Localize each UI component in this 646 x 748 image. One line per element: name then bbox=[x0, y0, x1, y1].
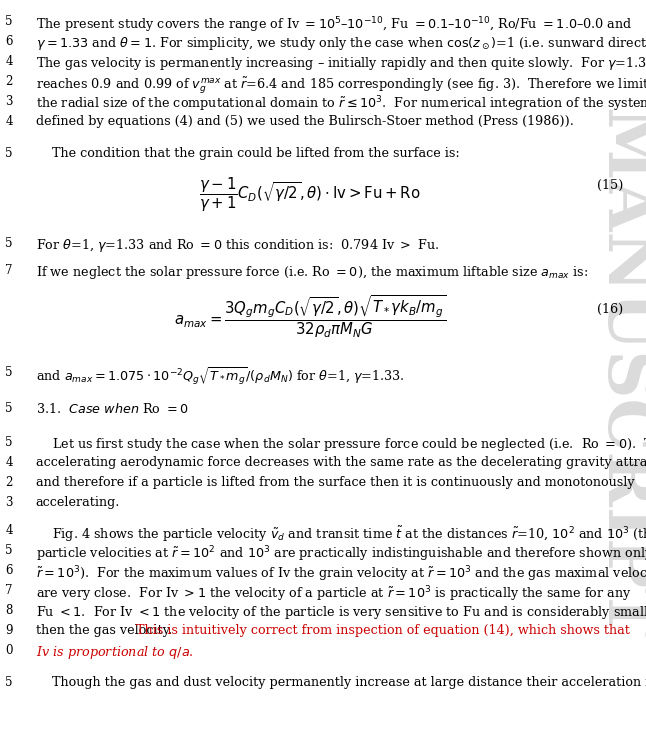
Text: The gas velocity is permanently increasing – initially rapidly and then quite sl: The gas velocity is permanently increasi… bbox=[36, 55, 646, 72]
Text: $\gamma = 1.33$ and $\theta = 1$. For simplicity, we study only the case when $\: $\gamma = 1.33$ and $\theta = 1$. For si… bbox=[36, 35, 646, 52]
Text: the radial size of the computational domain to $\tilde{r} \leq 10^3$.  For numer: the radial size of the computational dom… bbox=[36, 95, 646, 114]
Text: accelerating.: accelerating. bbox=[36, 496, 120, 509]
Text: defined by equations (4) and (5) we used the Bulirsch-Stoer method (Press (1986): defined by equations (4) and (5) we used… bbox=[36, 115, 574, 128]
Text: 4: 4 bbox=[5, 524, 13, 537]
Text: reaches 0.9 and 0.99 of $v_g^{max}$ at $\tilde{r}$=6.4 and 185 correspondingly (: reaches 0.9 and 0.99 of $v_g^{max}$ at $… bbox=[36, 75, 646, 96]
Text: (16): (16) bbox=[597, 303, 623, 316]
Text: MANUSCRIPT: MANUSCRIPT bbox=[591, 108, 646, 640]
Text: are very close.  For Iv $> 1$ the velocity of a particle at $\tilde{r} = 10^3$ i: are very close. For Iv $> 1$ the velocit… bbox=[36, 584, 631, 604]
Text: 7: 7 bbox=[5, 263, 13, 277]
Text: 4: 4 bbox=[5, 115, 13, 128]
Text: and therefore if a particle is lifted from the surface then it is continuously a: and therefore if a particle is lifted fr… bbox=[36, 476, 634, 489]
Text: then the gas velocity.: then the gas velocity. bbox=[36, 625, 176, 637]
Text: 9: 9 bbox=[5, 625, 13, 637]
Text: 5: 5 bbox=[5, 676, 13, 690]
Text: 2: 2 bbox=[5, 75, 12, 88]
Text: 0: 0 bbox=[5, 645, 13, 657]
Text: 5: 5 bbox=[5, 15, 13, 28]
Text: 5: 5 bbox=[5, 436, 13, 449]
Text: $\dfrac{\gamma - 1}{\gamma + 1} C_D(\sqrt{\gamma/2}, \theta) \cdot \mathrm{Iv} >: $\dfrac{\gamma - 1}{\gamma + 1} C_D(\sqr… bbox=[200, 175, 421, 214]
Text: 3: 3 bbox=[5, 496, 13, 509]
Text: This is intuitively correct from inspection of equation (14), which shows that: This is intuitively correct from inspect… bbox=[136, 625, 630, 637]
Text: 5: 5 bbox=[5, 366, 13, 378]
Text: 6: 6 bbox=[5, 564, 13, 577]
Text: Iv is proportional to $q/a$.: Iv is proportional to $q/a$. bbox=[36, 645, 193, 661]
Text: 5: 5 bbox=[5, 545, 13, 557]
Text: $a_{max} = \dfrac{3Q_g m_g C_D(\sqrt{\gamma/2},\theta)\sqrt{T_* \gamma k_B/m_g}}: $a_{max} = \dfrac{3Q_g m_g C_D(\sqrt{\ga… bbox=[174, 294, 446, 340]
Text: 4: 4 bbox=[5, 456, 13, 469]
Text: The condition that the grain could be lifted from the surface is:: The condition that the grain could be li… bbox=[52, 147, 459, 160]
Text: 3.1.  $\mathit{Case\ when}$ Ro $= 0$: 3.1. $\mathit{Case\ when}$ Ro $= 0$ bbox=[36, 402, 188, 416]
Text: Fig. 4 shows the particle velocity $\tilde{v}_d$ and transit time $\tilde{t}$ at: Fig. 4 shows the particle velocity $\til… bbox=[52, 524, 646, 544]
Text: The present study covers the range of Iv $= 10^5$–$10^{-10}$, Fu $= 0.1$–$10^{-1: The present study covers the range of Iv… bbox=[36, 15, 632, 34]
Text: (15): (15) bbox=[597, 179, 623, 192]
Text: and $a_{max} = 1.075 \cdot 10^{-2} Q_g \sqrt{T_* m_g}/(\rho_d M_N)$ for $\theta$: and $a_{max} = 1.075 \cdot 10^{-2} Q_g \… bbox=[36, 366, 404, 387]
Text: 4: 4 bbox=[5, 55, 13, 68]
Text: particle velocities at $\tilde{r} = 10^2$ and $10^3$ are practically indistingui: particle velocities at $\tilde{r} = 10^2… bbox=[36, 545, 646, 563]
Text: $\tilde{r} = 10^3$).  For the maximum values of Iv the grain velocity at $\tilde: $\tilde{r} = 10^3$). For the maximum val… bbox=[36, 564, 646, 583]
Text: 3: 3 bbox=[5, 95, 13, 108]
Text: 5: 5 bbox=[5, 237, 13, 251]
Text: 7: 7 bbox=[5, 584, 13, 597]
Text: Though the gas and dust velocity permanently increase at large distance their ac: Though the gas and dust velocity permane… bbox=[52, 676, 646, 690]
Text: If we neglect the solar pressure force (i.e. Ro $= 0$), the maximum liftable siz: If we neglect the solar pressure force (… bbox=[36, 263, 588, 280]
Text: Let us first study the case when the solar pressure force could be neglected (i.: Let us first study the case when the sol… bbox=[52, 436, 646, 453]
Text: 2: 2 bbox=[5, 476, 12, 489]
Text: 5: 5 bbox=[5, 402, 13, 415]
Text: Fu $< 1$.  For Iv $< 1$ the velocity of the particle is very sensitive to Fu and: Fu $< 1$. For Iv $< 1$ the velocity of t… bbox=[36, 604, 646, 622]
Text: 8: 8 bbox=[5, 604, 12, 617]
Text: 5: 5 bbox=[5, 147, 13, 160]
Text: accelerating aerodynamic force decreases with the same rate as the decelerating : accelerating aerodynamic force decreases… bbox=[36, 456, 646, 469]
Text: For $\theta$=1, $\gamma$=1.33 and Ro $= 0$ this condition is:  0.794 Iv $>$ Fu.: For $\theta$=1, $\gamma$=1.33 and Ro $= … bbox=[36, 237, 439, 254]
Text: 6: 6 bbox=[5, 35, 13, 48]
